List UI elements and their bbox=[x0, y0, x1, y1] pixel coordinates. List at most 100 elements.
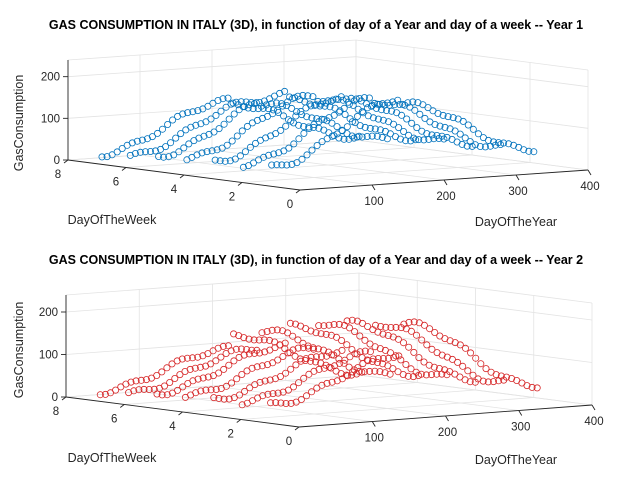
y-tick bbox=[294, 426, 300, 431]
data-point bbox=[461, 376, 469, 384]
data-point bbox=[288, 160, 296, 168]
data-point bbox=[207, 360, 215, 368]
data-point bbox=[258, 329, 266, 337]
data-point bbox=[469, 125, 477, 133]
data-point bbox=[228, 379, 236, 387]
data-point bbox=[323, 379, 331, 387]
grid-line bbox=[183, 154, 473, 176]
data-point bbox=[315, 124, 323, 132]
data-point bbox=[386, 370, 394, 378]
data-point bbox=[167, 139, 175, 147]
data-point bbox=[469, 371, 477, 379]
data-point bbox=[204, 350, 212, 358]
data-point bbox=[98, 153, 106, 161]
data-point bbox=[207, 386, 215, 394]
data-point bbox=[408, 119, 416, 127]
data-point bbox=[192, 389, 200, 397]
data-point bbox=[282, 399, 290, 407]
x-axis-label: DayOfTheYear bbox=[475, 453, 557, 467]
data-point bbox=[232, 98, 240, 106]
data-point bbox=[288, 104, 296, 112]
data-point bbox=[355, 132, 363, 140]
data-point bbox=[252, 99, 260, 107]
data-point bbox=[186, 365, 194, 373]
data-point bbox=[428, 345, 436, 353]
data-point bbox=[138, 136, 146, 144]
data-point bbox=[379, 354, 387, 362]
z-tick-label: 200 bbox=[41, 72, 60, 84]
x-tick bbox=[518, 410, 523, 416]
y-tick-label: 2 bbox=[229, 192, 235, 204]
data-point bbox=[194, 375, 202, 383]
data-point bbox=[395, 352, 403, 360]
data-point bbox=[230, 357, 238, 365]
data-point bbox=[187, 123, 195, 131]
data-point bbox=[440, 135, 448, 143]
data-point bbox=[294, 344, 302, 352]
data-point bbox=[355, 95, 363, 103]
data-point bbox=[410, 348, 418, 356]
data-point bbox=[220, 365, 228, 373]
data-point bbox=[374, 328, 382, 336]
data-point bbox=[307, 102, 315, 110]
data-point bbox=[394, 335, 402, 343]
grid-line bbox=[355, 139, 589, 171]
data-point bbox=[425, 135, 433, 143]
data-point bbox=[276, 372, 284, 380]
data-point bbox=[118, 144, 126, 152]
z-axis-label: GasConsumption bbox=[12, 75, 26, 172]
data-point bbox=[424, 104, 432, 112]
data-point bbox=[479, 377, 487, 385]
data-point bbox=[366, 124, 374, 132]
data-point bbox=[377, 106, 385, 114]
data-point bbox=[315, 322, 323, 330]
data-point bbox=[179, 110, 187, 118]
data-point bbox=[356, 332, 364, 340]
data-point bbox=[321, 102, 329, 110]
data-point bbox=[335, 355, 343, 363]
data-point bbox=[376, 368, 384, 376]
data-point bbox=[405, 343, 413, 351]
data-point bbox=[336, 359, 344, 367]
data-point bbox=[401, 101, 409, 109]
data-point bbox=[302, 392, 310, 400]
x-tick-label: 100 bbox=[365, 433, 384, 445]
data-point bbox=[292, 112, 300, 120]
data-point bbox=[379, 330, 387, 338]
data-point bbox=[281, 345, 289, 353]
data-point bbox=[183, 354, 191, 362]
data-point bbox=[253, 116, 261, 124]
data-point bbox=[364, 357, 372, 365]
x-tick-label: 200 bbox=[436, 191, 455, 203]
data-point bbox=[464, 121, 472, 129]
data-point bbox=[177, 130, 185, 138]
data-point bbox=[477, 360, 485, 368]
data-point bbox=[246, 384, 254, 392]
data-point bbox=[253, 346, 261, 354]
data-point bbox=[287, 365, 295, 373]
data-point bbox=[189, 108, 197, 116]
grid-line bbox=[67, 56, 357, 78]
data-point bbox=[146, 147, 154, 155]
data-point bbox=[213, 146, 221, 154]
data-point bbox=[397, 324, 405, 332]
grid-line bbox=[65, 332, 360, 355]
data-point bbox=[216, 157, 224, 165]
data-point bbox=[204, 373, 212, 381]
data-point bbox=[151, 147, 159, 155]
data-point bbox=[145, 385, 153, 393]
grid-line bbox=[358, 374, 593, 406]
grid-line bbox=[358, 289, 593, 321]
data-point bbox=[225, 115, 233, 123]
z-tick-label: 0 bbox=[54, 155, 60, 167]
data-point bbox=[492, 371, 500, 379]
data-point bbox=[243, 345, 251, 353]
y-tick-label: 8 bbox=[53, 406, 59, 418]
data-point bbox=[407, 137, 415, 145]
data-point bbox=[136, 148, 144, 156]
y-tick-label: 4 bbox=[171, 184, 178, 196]
data-point bbox=[464, 367, 472, 375]
data-point bbox=[235, 391, 243, 399]
data-point bbox=[459, 362, 467, 370]
data-point bbox=[284, 386, 292, 394]
